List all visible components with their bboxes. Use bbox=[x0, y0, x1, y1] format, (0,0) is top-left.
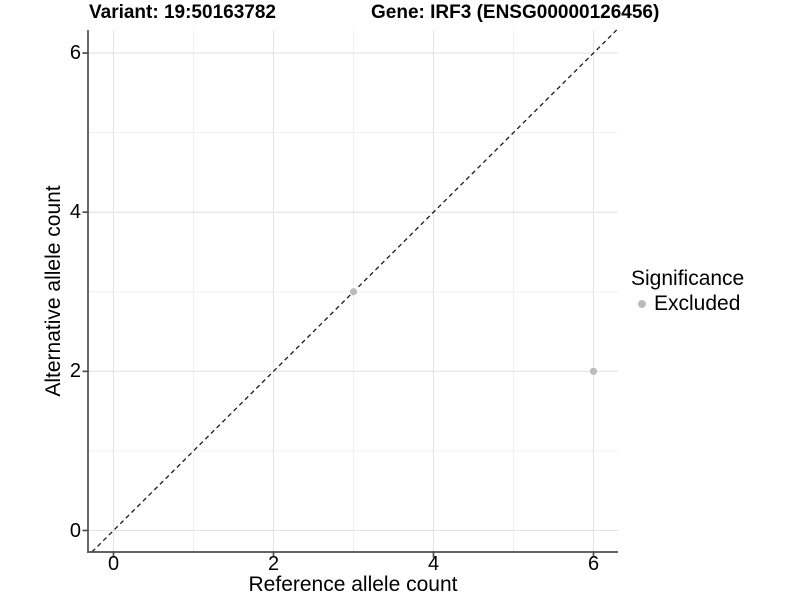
gene-title: Gene: IRF3 (ENSG00000126456) bbox=[371, 2, 660, 23]
legend-key bbox=[630, 292, 654, 316]
x-tick-label: 0 bbox=[107, 553, 120, 575]
data-point bbox=[589, 367, 598, 375]
data-point bbox=[349, 288, 358, 296]
x-tick-label: 2 bbox=[267, 553, 280, 575]
y-tick-label: 4 bbox=[69, 201, 81, 224]
y-tick-label: 0 bbox=[69, 519, 81, 542]
legend: Significance Excluded bbox=[630, 266, 744, 316]
y-tick-label: 6 bbox=[69, 42, 81, 65]
y-tick-label: 2 bbox=[69, 360, 81, 383]
x-tick-label: 6 bbox=[587, 553, 600, 575]
x-axis-title: Reference allele count bbox=[248, 573, 458, 596]
y-axis-title: Alternative allele count bbox=[42, 185, 65, 397]
x-tick-label: 4 bbox=[427, 553, 440, 575]
legend-point-icon bbox=[638, 299, 646, 308]
legend-title: Significance bbox=[631, 267, 745, 290]
variant-title: Variant: 19:50163782 bbox=[89, 2, 276, 23]
legend-item: Excluded bbox=[630, 291, 744, 316]
legend-item-label: Excluded bbox=[654, 291, 741, 315]
